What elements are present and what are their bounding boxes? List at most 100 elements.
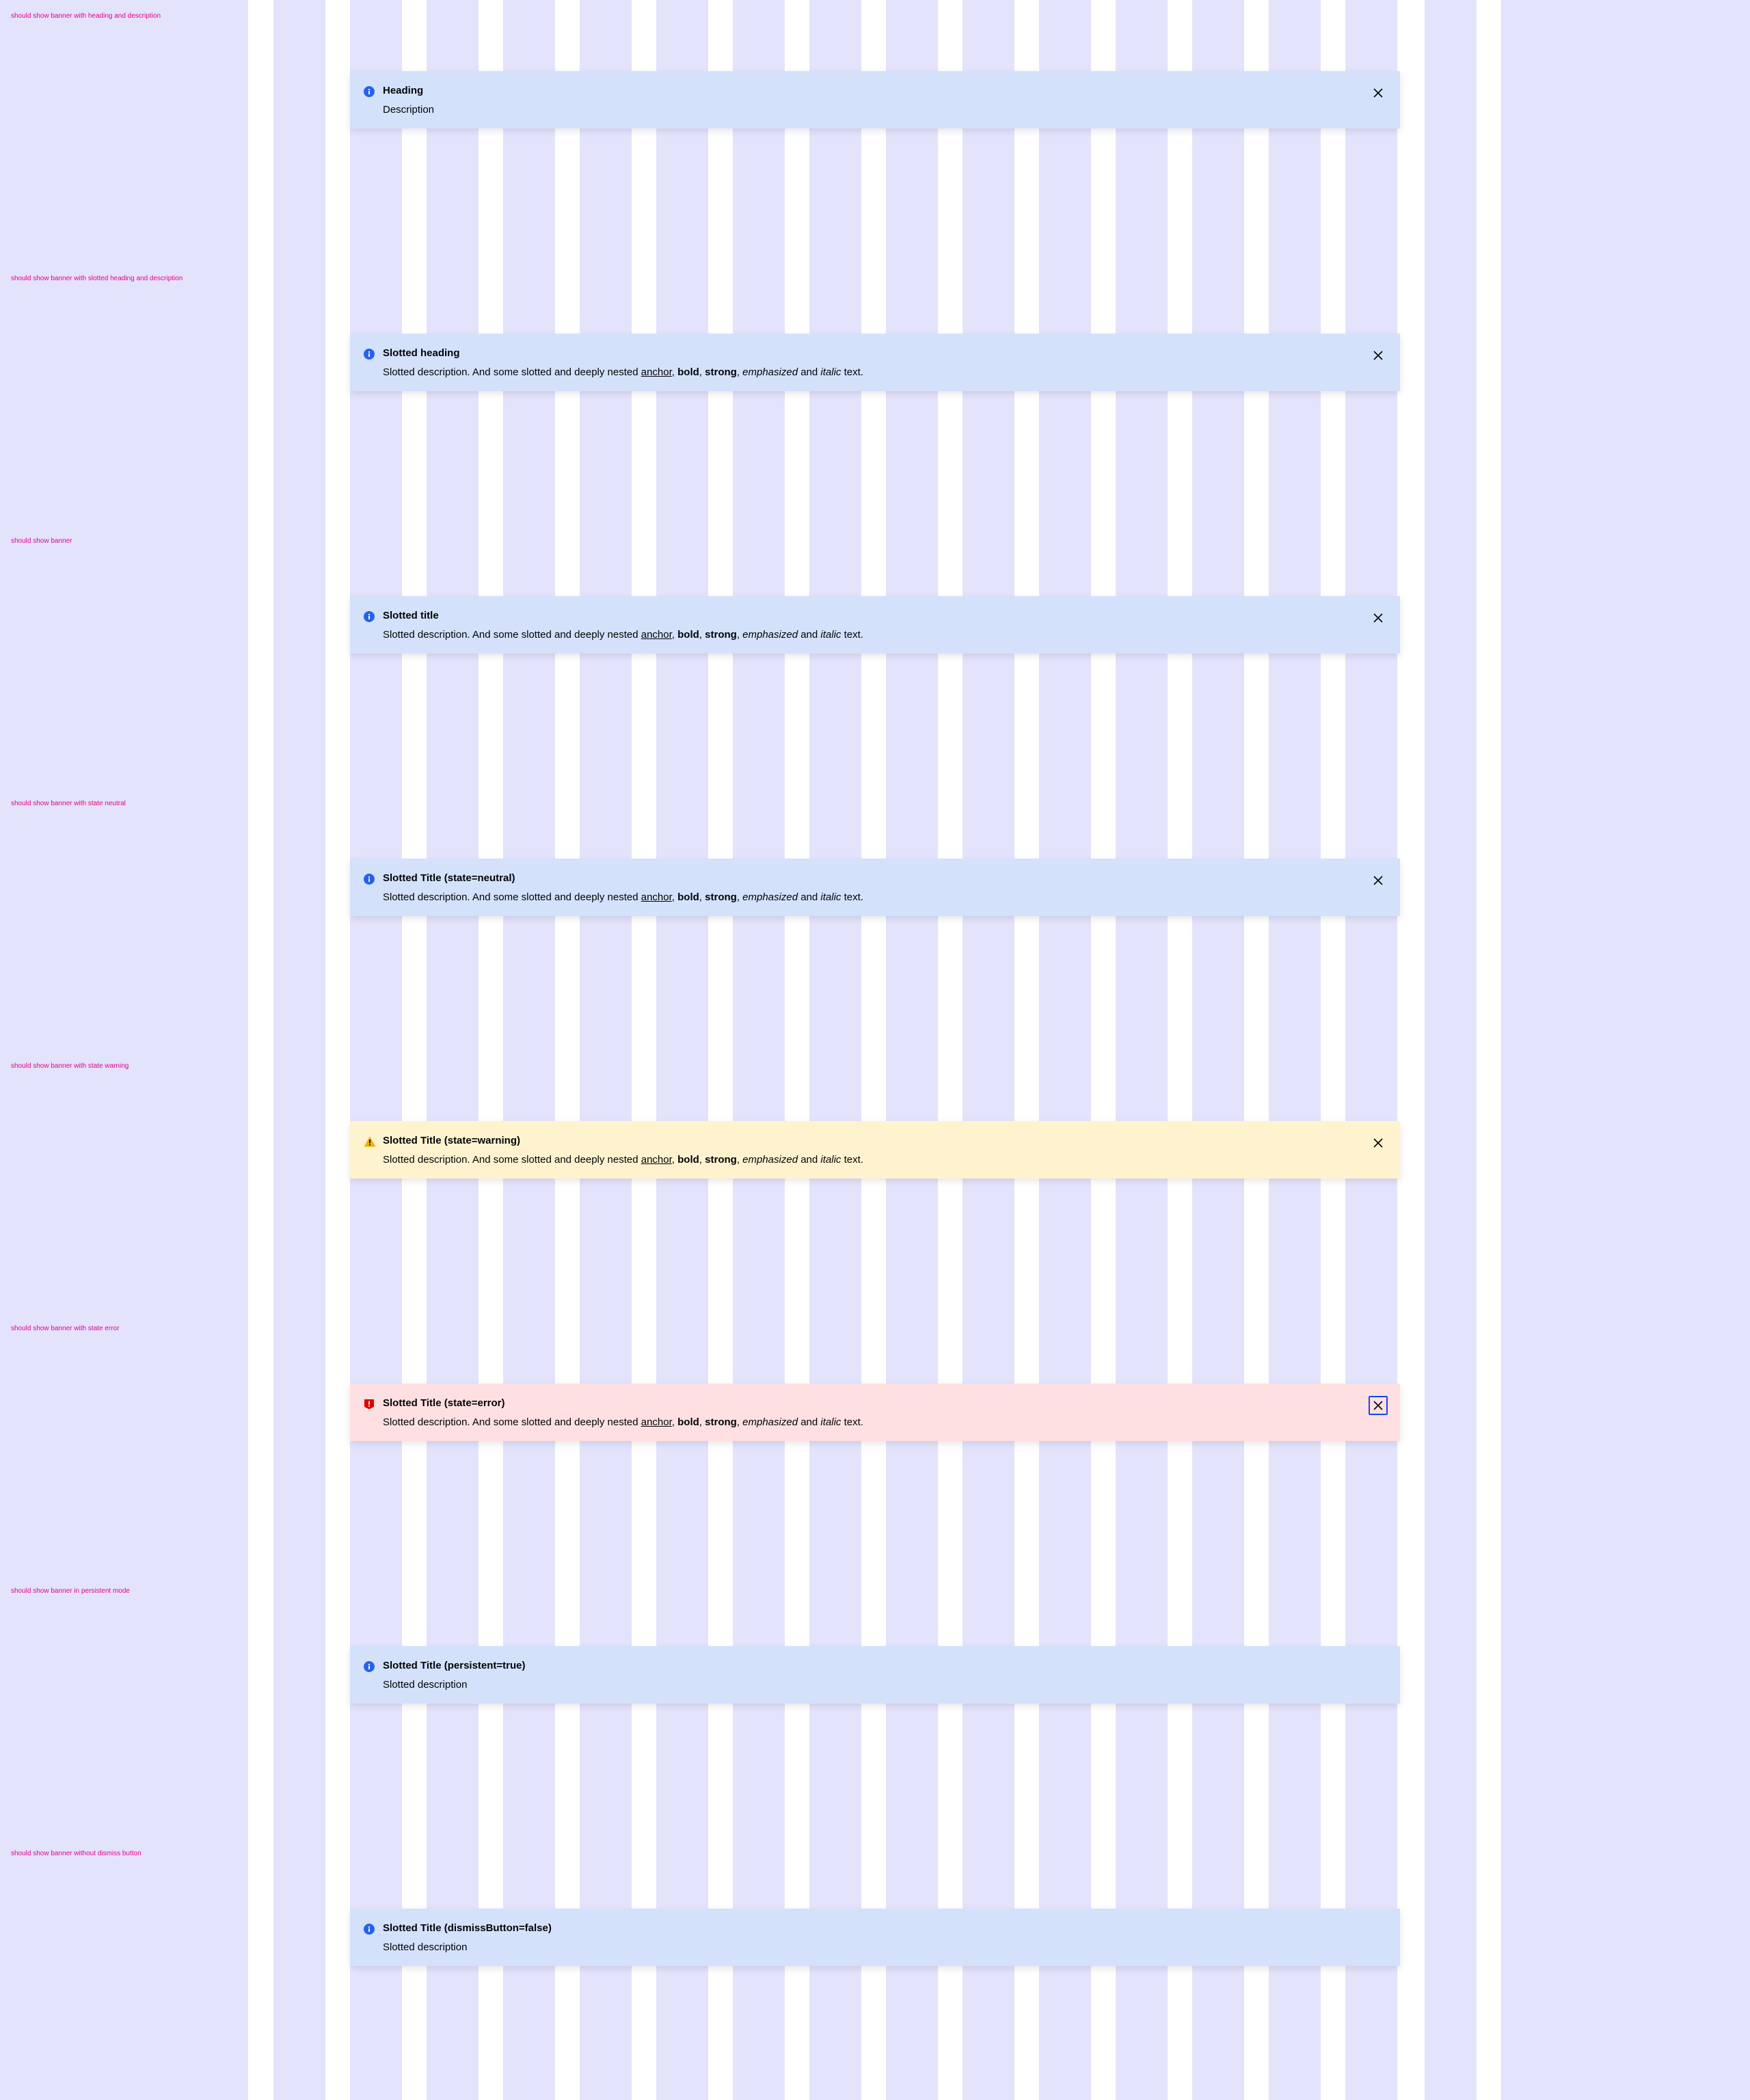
description-bold: bold xyxy=(677,1154,699,1166)
description-text: Slotted description. And some slotted an… xyxy=(383,1416,641,1428)
grid-column xyxy=(350,0,402,2100)
info-icon xyxy=(364,874,375,885)
banner-title: Slotted Title (state=error) xyxy=(383,1397,505,1409)
info-icon xyxy=(364,611,375,622)
banner-description: Slotted description xyxy=(383,1941,468,1953)
test-case-label: should show banner without dismiss butto… xyxy=(11,1850,142,1857)
banner-title: Slotted heading xyxy=(383,347,460,359)
banner-description: Slotted description. And some slotted an… xyxy=(383,1154,863,1166)
banner-title: Slotted Title (state=neutral) xyxy=(383,872,515,884)
banner-description: Slotted description. And some slotted an… xyxy=(383,366,863,378)
banner-slotted-heading: Slotted heading Slotted description. And… xyxy=(350,334,1400,391)
close-icon xyxy=(1373,351,1383,360)
grid-column xyxy=(1116,0,1168,2100)
description-text: Slotted description. And some slotted an… xyxy=(383,366,641,378)
test-case-label: should show banner with heading and desc… xyxy=(11,12,161,20)
grid-column xyxy=(656,0,708,2100)
description-text: text. xyxy=(844,1416,863,1428)
banner-title: Slotted title xyxy=(383,610,439,621)
dismiss-button[interactable] xyxy=(1369,871,1388,890)
close-icon xyxy=(1373,1138,1383,1148)
dismiss-button[interactable] xyxy=(1369,608,1388,628)
banner-heading-description: Heading Description xyxy=(350,71,1400,129)
description-italic: italic xyxy=(820,366,842,378)
description-bold: bold xyxy=(677,629,699,641)
banner-title: Slotted Title (state=warning) xyxy=(383,1135,520,1146)
description-emphasized: emphasized xyxy=(742,891,798,903)
grid-column xyxy=(1039,0,1091,2100)
test-case-label: should show banner in persistent mode xyxy=(11,1587,130,1595)
banner-slotted-title: Slotted title Slotted description. And s… xyxy=(350,596,1400,654)
description-strong: strong xyxy=(705,1416,737,1428)
close-icon xyxy=(1373,88,1383,98)
banner-description: Slotted description. And some slotted an… xyxy=(383,1416,863,1428)
dismiss-button[interactable] xyxy=(1369,1133,1388,1153)
description-bold: bold xyxy=(677,891,699,903)
description-text: text. xyxy=(844,891,863,903)
description-strong: strong xyxy=(705,366,737,378)
description-text: Slotted description. And some slotted an… xyxy=(383,1154,641,1166)
description-text: and xyxy=(800,1154,818,1166)
banner-state-neutral: Slotted Title (state=neutral) Slotted de… xyxy=(350,859,1400,916)
description-strong: strong xyxy=(705,1154,737,1166)
description-anchor-link[interactable]: anchor xyxy=(641,1416,672,1428)
test-case-label: should show banner with state warning xyxy=(11,1062,129,1070)
description-text: and xyxy=(800,1416,818,1428)
grid-column xyxy=(0,0,248,2100)
dismiss-button[interactable] xyxy=(1369,83,1388,103)
dismiss-button[interactable] xyxy=(1369,346,1388,365)
description-text: Slotted description. And some slotted an… xyxy=(383,891,641,903)
banner-title: Heading xyxy=(383,85,424,96)
grid-column xyxy=(733,0,785,2100)
description-italic: italic xyxy=(820,629,842,641)
description-text: Slotted description. And some slotted an… xyxy=(383,629,641,641)
description-italic: italic xyxy=(820,1154,842,1166)
description-anchor-link[interactable]: anchor xyxy=(641,1154,672,1166)
description-anchor-link[interactable]: anchor xyxy=(641,629,672,641)
info-icon xyxy=(364,1924,375,1935)
description-strong: strong xyxy=(705,891,737,903)
description-emphasized: emphasized xyxy=(742,1154,798,1166)
description-bold: bold xyxy=(677,366,699,378)
grid-column xyxy=(427,0,479,2100)
banner-state-error: Slotted Title (state=error) Slotted desc… xyxy=(350,1384,1400,1441)
description-bold: bold xyxy=(677,1416,699,1428)
close-icon xyxy=(1373,1401,1383,1410)
description-text: and xyxy=(800,891,818,903)
description-text: and xyxy=(800,366,818,378)
grid-column xyxy=(886,0,938,2100)
dismiss-button[interactable] xyxy=(1369,1396,1388,1415)
grid-column xyxy=(273,0,325,2100)
banner-title: Slotted Title (persistent=true) xyxy=(383,1660,526,1671)
description-text: and xyxy=(800,629,818,641)
test-case-label: should show banner with state error xyxy=(11,1325,120,1332)
grid-column xyxy=(1345,0,1397,2100)
description-emphasized: emphasized xyxy=(742,366,798,378)
test-case-label: should show banner xyxy=(11,537,72,545)
description-anchor-link[interactable]: anchor xyxy=(641,366,672,378)
grid-column xyxy=(1192,0,1244,2100)
description-emphasized: emphasized xyxy=(742,629,798,641)
description-text: text. xyxy=(844,629,863,641)
banner-title: Slotted Title (dismissButton=false) xyxy=(383,1922,552,1934)
banner-description: Description xyxy=(383,104,435,116)
info-icon xyxy=(364,349,375,360)
test-case-label: should show banner with slotted heading … xyxy=(11,275,183,282)
close-icon xyxy=(1373,876,1383,885)
grid-column xyxy=(503,0,555,2100)
description-strong: strong xyxy=(705,629,737,641)
warning-icon xyxy=(364,1136,376,1147)
grid-column xyxy=(1269,0,1321,2100)
grid-column xyxy=(962,0,1014,2100)
test-case-label: should show banner with state neutral xyxy=(11,800,126,807)
description-anchor-link[interactable]: anchor xyxy=(641,891,672,903)
error-icon xyxy=(364,1399,375,1410)
description-emphasized: emphasized xyxy=(742,1416,798,1428)
banner-no-dismiss: Slotted Title (dismissButton=false) Slot… xyxy=(350,1909,1400,1966)
info-icon xyxy=(364,1661,375,1672)
banner-state-warning: Slotted Title (state=warning) Slotted de… xyxy=(350,1121,1400,1179)
grid-column xyxy=(580,0,632,2100)
grid-column xyxy=(1501,0,1750,2100)
description-text: text. xyxy=(844,366,863,378)
